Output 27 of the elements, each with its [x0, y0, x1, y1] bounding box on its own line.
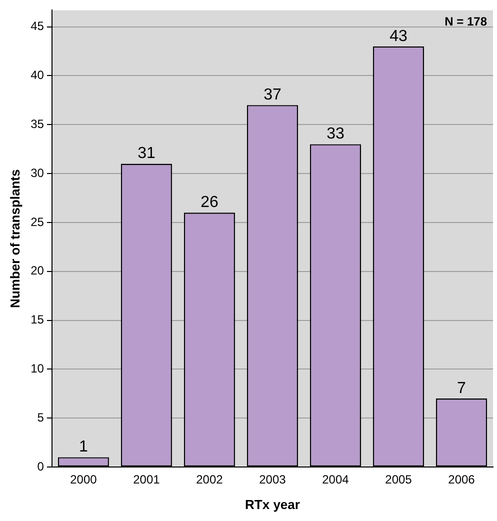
y-tick-label: 45 — [30, 19, 44, 34]
y-tick-label: 20 — [30, 264, 44, 278]
y-tick-label: 40 — [30, 68, 44, 82]
data-label: 31 — [138, 145, 156, 162]
x-tick-label: 2002 — [196, 472, 224, 487]
data-label: 7 — [457, 380, 466, 397]
data-label: 43 — [390, 28, 408, 45]
data-label: 26 — [200, 194, 218, 212]
y-tick-label: 30 — [30, 166, 44, 180]
x-tick-label: 2001 — [133, 472, 160, 487]
x-tick-label: 2000 — [70, 472, 98, 487]
y-tick-label: 25 — [30, 214, 44, 229]
x-tick-label: 2005 — [385, 472, 412, 487]
y-tick-label: 15 — [30, 312, 44, 327]
y-tick-label: 0 — [37, 459, 44, 474]
y-axis-title: Number of transplants — [7, 169, 22, 308]
data-label: 37 — [264, 86, 282, 104]
x-tick-label: 2006 — [448, 472, 476, 487]
x-axis-title: RTx year — [245, 496, 300, 512]
annotation: N = 178 — [444, 14, 488, 29]
data-label: 33 — [326, 126, 344, 143]
x-tick-label: 2003 — [259, 472, 286, 487]
y-tick-label: 35 — [30, 116, 44, 131]
x-tick-label: 2004 — [322, 472, 350, 487]
data-label: 1 — [79, 438, 88, 456]
y-tick-label: 5 — [37, 410, 44, 424]
y-tick-label: 10 — [30, 361, 44, 376]
